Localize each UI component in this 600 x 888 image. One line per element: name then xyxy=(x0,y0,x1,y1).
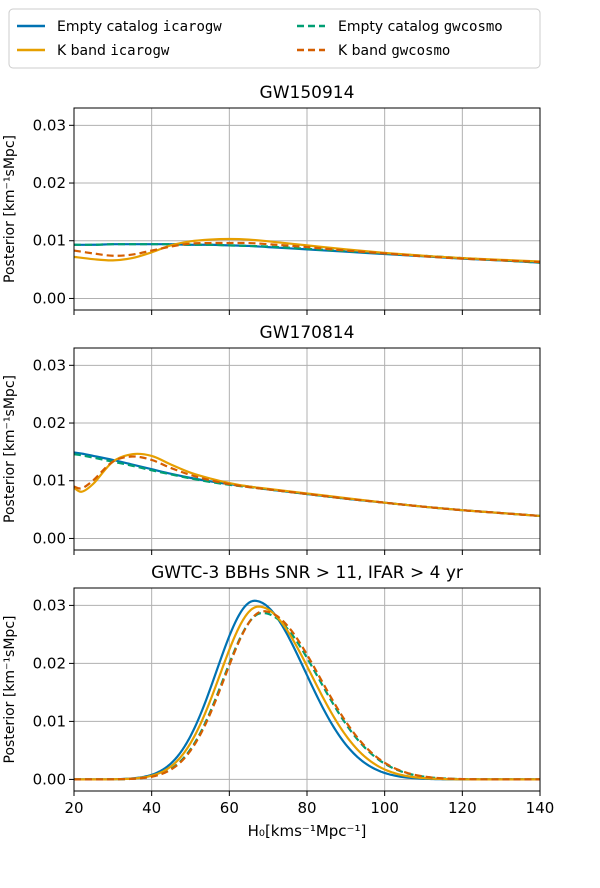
y-tick-label: 0.00 xyxy=(33,770,66,788)
y-axis-label: Posterior [km⁻¹sMpc] xyxy=(2,375,18,523)
x-tick-label: 60 xyxy=(220,799,239,817)
y-tick-label: 0.03 xyxy=(33,356,66,374)
x-tick-label: 120 xyxy=(448,799,477,817)
legend-entry-k-icarogw: K band icarogw xyxy=(17,43,170,59)
series-line xyxy=(74,610,540,781)
x-axis-label: H₀[kms⁻¹Mpc⁻¹] xyxy=(248,822,367,840)
x-tick-label: 40 xyxy=(142,799,161,817)
legend-entry-empty-icarogw: Empty catalog icarogw xyxy=(17,19,222,35)
series-line xyxy=(73,455,541,518)
legend-label: K band gwcosmo xyxy=(338,43,450,59)
legend-entry-k-gwcosmo: K band gwcosmo xyxy=(297,43,450,59)
panel-title: GWTC-3 BBHs SNR > 11, IFAR > 4 yr xyxy=(151,563,463,583)
y-tick-label: 0.01 xyxy=(33,472,66,490)
legend-entry-empty-gwcosmo: Empty catalog gwcosmo xyxy=(297,19,503,35)
y-tick-label: 0.03 xyxy=(33,116,66,134)
legend-label: Empty catalog icarogw xyxy=(57,19,222,35)
panel-gw150914: 0.00 0.01 0.02 0.03 GW150914 Posterior [km⁻¹s… xyxy=(2,83,541,315)
x-tick-label: 80 xyxy=(297,799,316,817)
y-tick-label: 0.02 xyxy=(33,654,66,672)
y-tick-label: 0.03 xyxy=(33,596,66,614)
y-tick-label: 0.02 xyxy=(33,414,66,432)
y-tick-label: 0.00 xyxy=(33,529,66,547)
y-tick-label: 0.01 xyxy=(33,712,66,730)
legend: Empty catalog icarogw K band icarogw Emp… xyxy=(8,8,541,69)
y-axis-label: Posterior [km⁻¹sMpc] xyxy=(2,135,18,283)
panel-title: GW150914 xyxy=(260,83,355,103)
y-axis-label: Posterior [km⁻¹sMpc] xyxy=(2,616,18,764)
panel-title: GW170814 xyxy=(260,323,355,343)
panel-gwtc3: 0.00 0.01 0.02 0.03 20 40 60 80 100 120 140 GWTC-3 … xyxy=(2,563,554,840)
legend-label: K band icarogw xyxy=(57,43,170,59)
y-tick-label: 0.01 xyxy=(33,232,66,250)
series-line xyxy=(73,241,541,264)
x-tick-label: 100 xyxy=(370,799,399,817)
x-tick-label: 20 xyxy=(64,799,83,817)
y-tick-label: 0.02 xyxy=(33,174,66,192)
panel-gw170814: 0.00 0.01 0.02 0.03 GW170814 Posterior [km⁻¹s… xyxy=(2,323,541,555)
legend-label: Empty catalog gwcosmo xyxy=(338,19,503,35)
y-tick-label: 0.00 xyxy=(33,289,66,307)
legend-frame xyxy=(8,8,541,69)
x-tick-label: 140 xyxy=(526,799,555,817)
